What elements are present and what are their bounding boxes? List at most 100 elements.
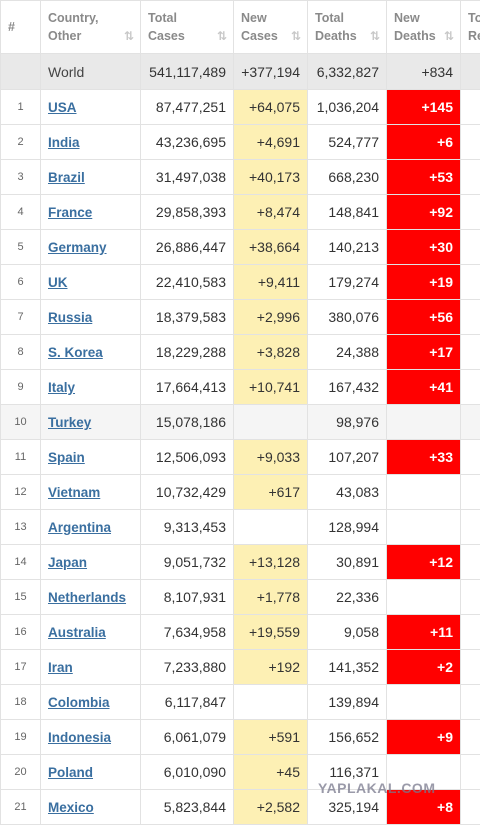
rank-cell: 3	[1, 160, 41, 195]
country-cell: France	[41, 195, 141, 230]
total-cases-cell: 22,410,583	[141, 265, 234, 300]
new-cases-cell: +377,194	[234, 54, 308, 90]
country-link[interactable]: Turkey	[48, 415, 91, 430]
new-cases-cell: +2,582	[234, 790, 308, 825]
header-label: Total Cases	[148, 11, 185, 43]
total-cases-cell: 17,664,413	[141, 370, 234, 405]
total-recovered-cell: 2	[461, 265, 480, 300]
country-link[interactable]: UK	[48, 275, 68, 290]
new-cases-cell: +38,664	[234, 230, 308, 265]
total-recovered-cell: 1	[461, 370, 480, 405]
total-cases-cell: 26,886,447	[141, 230, 234, 265]
new-cases-cell: +64,075	[234, 90, 308, 125]
total-cases-cell: 43,236,695	[141, 125, 234, 160]
country-link[interactable]: Russia	[48, 310, 92, 325]
column-header[interactable]: New Cases⇅	[234, 1, 308, 54]
total-recovered-cell: 5	[461, 54, 480, 90]
country-link[interactable]: Poland	[48, 765, 93, 780]
country-cell: Turkey	[41, 405, 141, 440]
column-header[interactable]: Total Deaths⇅	[308, 1, 387, 54]
rank-cell: 14	[1, 545, 41, 580]
total-recovered-cell: 8	[461, 90, 480, 125]
new-deaths-cell: +17	[387, 335, 461, 370]
country-cell: Colombia	[41, 685, 141, 720]
total-cases-cell: 9,051,732	[141, 545, 234, 580]
country-link[interactable]: Mexico	[48, 800, 94, 815]
country-cell: Indonesia	[41, 720, 141, 755]
header-label: Total Deaths	[315, 11, 357, 43]
country-link[interactable]: USA	[48, 100, 77, 115]
total-recovered-cell	[461, 755, 480, 790]
column-header[interactable]: To Re	[461, 1, 480, 54]
new-deaths-cell	[387, 510, 461, 545]
rank-cell: 11	[1, 440, 41, 475]
country-link[interactable]: Spain	[48, 450, 85, 465]
total-recovered-cell	[461, 475, 480, 510]
country-link[interactable]: Germany	[48, 240, 107, 255]
rank-cell: 19	[1, 720, 41, 755]
total-recovered-cell: 2	[461, 230, 480, 265]
total-cases-cell: 18,379,583	[141, 300, 234, 335]
country-link[interactable]: Iran	[48, 660, 73, 675]
new-deaths-cell	[387, 475, 461, 510]
total-recovered-cell	[461, 685, 480, 720]
country-link[interactable]: Indonesia	[48, 730, 111, 745]
total-recovered-cell: 4	[461, 125, 480, 160]
total-recovered-cell	[461, 720, 480, 755]
country-cell: S. Korea	[41, 335, 141, 370]
new-deaths-cell: +33	[387, 440, 461, 475]
watermark: YAPLAKAL.COM	[318, 780, 436, 796]
header-label: Country, Other	[48, 11, 98, 43]
new-deaths-cell: +53	[387, 160, 461, 195]
country-link[interactable]: Japan	[48, 555, 87, 570]
total-deaths-cell: 380,076	[308, 300, 387, 335]
country-cell: Iran	[41, 650, 141, 685]
rank-cell: 18	[1, 685, 41, 720]
new-cases-cell	[234, 405, 308, 440]
country-link[interactable]: India	[48, 135, 80, 150]
country-link[interactable]: Argentina	[48, 520, 111, 535]
rank-cell: 8	[1, 335, 41, 370]
rank-cell: 1	[1, 90, 41, 125]
total-deaths-cell: 167,432	[308, 370, 387, 405]
total-cases-cell: 87,477,251	[141, 90, 234, 125]
sort-icon: ⇅	[124, 27, 134, 45]
column-header[interactable]: New Deaths⇅	[387, 1, 461, 54]
country-link[interactable]: S. Korea	[48, 345, 103, 360]
total-cases-cell: 5,823,844	[141, 790, 234, 825]
country-link[interactable]: Brazil	[48, 170, 85, 185]
column-header: #	[1, 1, 41, 54]
total-deaths-cell: 6,332,827	[308, 54, 387, 90]
column-header[interactable]: Total Cases ⇅	[141, 1, 234, 54]
country-link[interactable]: Netherlands	[48, 590, 126, 605]
country-link[interactable]: Italy	[48, 380, 75, 395]
new-deaths-cell: +12	[387, 545, 461, 580]
total-cases-cell: 6,061,079	[141, 720, 234, 755]
new-cases-cell: +19,559	[234, 615, 308, 650]
total-cases-cell: 18,229,288	[141, 335, 234, 370]
country-link[interactable]: Australia	[48, 625, 106, 640]
country-cell: Germany	[41, 230, 141, 265]
country-cell: Russia	[41, 300, 141, 335]
country-link[interactable]: Colombia	[48, 695, 110, 710]
country-cell: Netherlands	[41, 580, 141, 615]
rank-cell: 21	[1, 790, 41, 825]
total-recovered-cell	[461, 615, 480, 650]
total-cases-cell: 31,497,038	[141, 160, 234, 195]
country-link[interactable]: France	[48, 205, 92, 220]
total-deaths-cell: 179,274	[308, 265, 387, 300]
rank-cell: 20	[1, 755, 41, 790]
sort-icon: ⇅	[217, 27, 227, 45]
country-link[interactable]: Vietnam	[48, 485, 100, 500]
column-header[interactable]: Country, Other ⇅	[41, 1, 141, 54]
new-cases-cell: +2,996	[234, 300, 308, 335]
new-cases-cell: +10,741	[234, 370, 308, 405]
total-deaths-cell: 30,891	[308, 545, 387, 580]
